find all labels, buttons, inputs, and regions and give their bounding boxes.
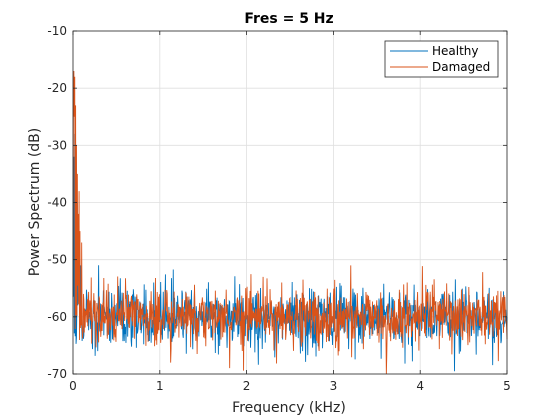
x-tick-label: 2 <box>243 379 251 393</box>
ticks <box>72 30 508 375</box>
y-tick-label: -40 <box>47 196 67 210</box>
y-tick-label: -20 <box>47 81 67 95</box>
y-tick-label: -50 <box>47 253 67 267</box>
x-tick-label: 3 <box>330 379 338 393</box>
legend-label-healthy: Healthy <box>432 44 479 58</box>
x-tick-label: 0 <box>69 379 77 393</box>
legend: Healthy Damaged <box>384 40 499 78</box>
y-tick-label: -30 <box>47 138 67 152</box>
tick-labels: 0 1 2 3 4 5 -70 -60 -50 -40 -30 -20 -10 <box>47 24 510 393</box>
y-tick-label: -10 <box>47 24 67 38</box>
chart-title: Fres = 5 Hz <box>244 11 333 27</box>
x-tick-label: 5 <box>503 379 511 393</box>
x-tick-label: 1 <box>156 379 164 393</box>
legend-label-damaged: Damaged <box>432 60 490 74</box>
x-tick-label: 4 <box>416 379 424 393</box>
x-axis-label: Frequency (kHz) <box>232 400 346 416</box>
y-axis-label: Power Spectrum (dB) <box>27 128 43 276</box>
legend-box <box>384 40 499 78</box>
series-layer <box>72 71 508 375</box>
y-tick-label: -60 <box>47 310 67 324</box>
series-line-damaged <box>72 71 508 375</box>
y-tick-label: -70 <box>47 367 67 381</box>
